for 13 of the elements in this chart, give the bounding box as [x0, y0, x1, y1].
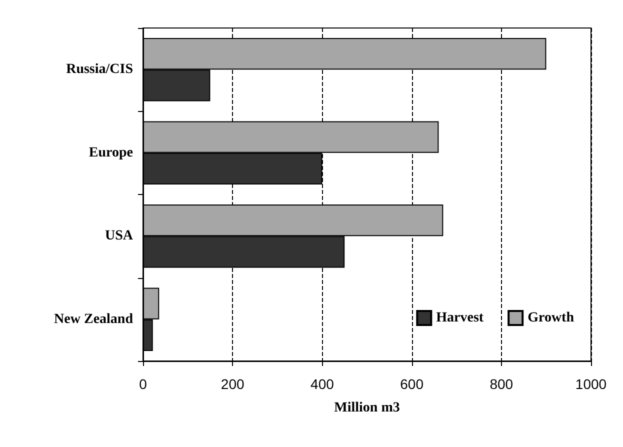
y-tick-label: Europe [88, 145, 133, 160]
x-tick-label: 600 [400, 376, 424, 392]
x-tick-label: 1000 [575, 376, 607, 392]
x-axis-title: Million m3 [334, 400, 400, 416]
y-tick-label: USA [104, 228, 134, 244]
y-tick-label: New Zealand [54, 312, 134, 327]
x-tick-label: 0 [139, 376, 148, 392]
legend-label: Growth [528, 310, 574, 326]
legend-label: Harvest [436, 310, 484, 326]
y-tick-label: Russia/CIS [66, 62, 134, 78]
x-tick-label: 400 [310, 376, 334, 392]
x-tick-label: 800 [490, 376, 514, 392]
x-tick-label: 200 [220, 376, 244, 392]
